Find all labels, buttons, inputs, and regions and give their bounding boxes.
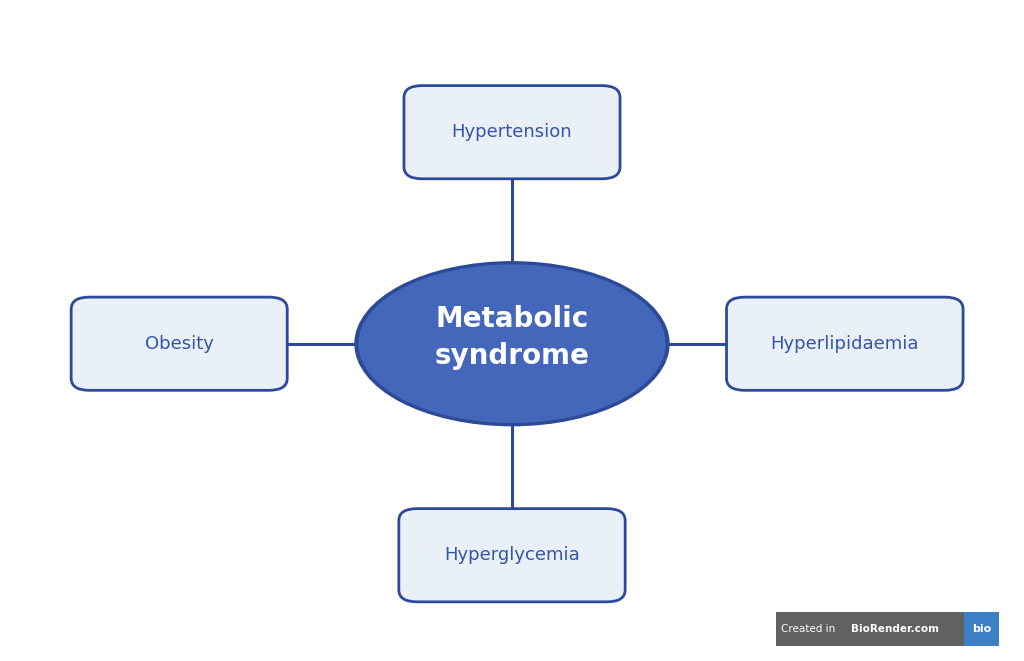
Text: Hypertension: Hypertension xyxy=(452,123,572,141)
FancyBboxPatch shape xyxy=(964,612,999,646)
Text: BioRender.com: BioRender.com xyxy=(851,624,939,635)
FancyBboxPatch shape xyxy=(398,509,625,602)
Ellipse shape xyxy=(358,264,666,423)
Text: Metabolic
syndrome: Metabolic syndrome xyxy=(434,305,590,369)
FancyBboxPatch shape xyxy=(403,85,620,178)
Text: Hyperglycemia: Hyperglycemia xyxy=(444,546,580,564)
Text: Obesity: Obesity xyxy=(144,334,214,353)
Text: Hyperlipidaemia: Hyperlipidaemia xyxy=(770,334,920,353)
FancyBboxPatch shape xyxy=(776,612,999,646)
Ellipse shape xyxy=(354,261,670,426)
FancyBboxPatch shape xyxy=(71,297,287,390)
FancyBboxPatch shape xyxy=(726,297,963,390)
Text: bio: bio xyxy=(972,624,991,635)
Text: Created in: Created in xyxy=(781,624,839,635)
